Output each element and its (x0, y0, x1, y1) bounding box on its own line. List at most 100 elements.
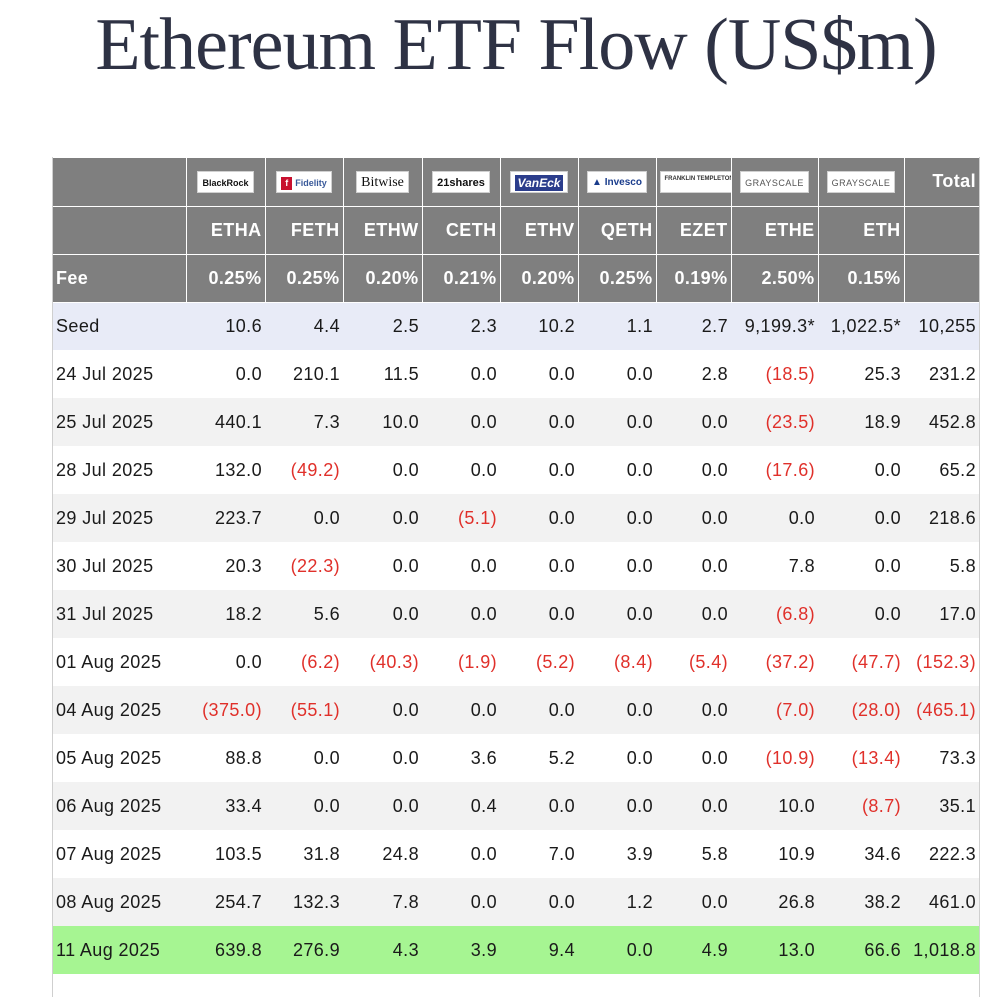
flow-cell: 0.0 (343, 734, 422, 782)
flow-cell: 0.0 (731, 494, 818, 542)
total-cell: 461.0 (904, 878, 979, 926)
row-date: 28 Jul 2025 (53, 446, 186, 494)
flow-cell: 0.0 (500, 542, 578, 590)
flow-cell: (10.9) (731, 734, 818, 782)
table-row: 28 Jul 2025 132.0 (49.2) 0.0 0.0 0.0 0.0 0.0 (17… (53, 446, 979, 494)
total-cell: 17.0 (904, 590, 979, 638)
table-row: 31 Jul 2025 18.2 5.6 0.0 0.0 0.0 0.0 0.0 (6.8) 0.… (53, 590, 979, 638)
bitwise-logo: Bitwise (356, 170, 409, 193)
flow-cell: 276.9 (265, 926, 343, 974)
row-date: 05 Aug 2025 (53, 734, 186, 782)
flow-cell: (5.4) (656, 638, 731, 686)
flow-cell: 13.0 (731, 926, 818, 974)
fee-value: 0.15% (818, 254, 905, 303)
row-date: 04 Aug 2025 (53, 686, 186, 734)
flow-cell: 10.9 (731, 830, 818, 878)
flow-cell: 33.4 (186, 782, 265, 830)
fee-value: 0.20% (343, 254, 423, 303)
flow-cell: (37.2) (731, 638, 818, 686)
flow-cell: 0.0 (500, 590, 578, 638)
flow-cell: 0.0 (500, 494, 578, 542)
flow-cell: 34.6 (818, 830, 904, 878)
flow-cell: 0.0 (422, 350, 500, 398)
flow-cell: 26.8 (731, 878, 818, 926)
flow-cell: 440.1 (186, 398, 265, 446)
flow-cell: 0.0 (578, 926, 656, 974)
flow-cell: 0.0 (578, 494, 656, 542)
blackrock-logo: BlackRock (197, 170, 254, 193)
flow-cell: 0.0 (343, 494, 422, 542)
flow-cell: 0.0 (818, 542, 904, 590)
flow-cell: 10.2 (500, 302, 578, 350)
flow-cell: 0.0 (422, 830, 500, 878)
table-row: 30 Jul 2025 20.3 (22.3) 0.0 0.0 0.0 0.0 0.0 7.8 0… (53, 542, 979, 590)
total-cell: 222.3 (904, 830, 979, 878)
franklin-templeton-logo: FRANKLIN TEMPLETON (659, 170, 730, 193)
grayscale-logo: GRAYSCALE (826, 170, 896, 193)
flow-cell: 0.0 (578, 542, 656, 590)
flow-cell: 10.0 (343, 398, 422, 446)
table-row: 11 Aug 2025 639.8 276.9 4.3 3.9 9.4 0.0 4.9 13.0… (53, 926, 979, 974)
flow-cell: 639.8 (186, 926, 265, 974)
flow-cell: 0.0 (422, 446, 500, 494)
flow-cell: 0.0 (500, 350, 578, 398)
flow-cell: 7.0 (500, 830, 578, 878)
flow-cell: 0.0 (422, 398, 500, 446)
flow-cell: 0.0 (656, 494, 731, 542)
table-row: 08 Aug 2025 254.7 132.3 7.8 0.0 0.0 1.2 0.0 26.8… (53, 878, 979, 926)
flow-cell: 10.0 (731, 782, 818, 830)
flow-cell: 0.0 (186, 350, 265, 398)
total-cell: 231.2 (904, 350, 979, 398)
table-row: 29 Jul 2025 223.7 0.0 0.0 (5.1) 0.0 0.0 0.0 0.0 0… (53, 494, 979, 542)
invesco-logo: ▲ Invesco (587, 170, 647, 193)
ticker-header: ETH (818, 206, 905, 255)
flow-cell: (375.0) (186, 686, 265, 734)
ticker-header: EZET (656, 206, 732, 255)
etf-flow-table: BlackRock f Fidelity Bitwise 21shares Van… (53, 158, 979, 974)
flow-cell: 132.0 (186, 446, 265, 494)
page-title: Ethereum ETF Flow (US$m) (95, 4, 937, 86)
total-cell: 452.8 (904, 398, 979, 446)
total-cell: (465.1) (904, 686, 979, 734)
flow-cell: 0.0 (343, 590, 422, 638)
flow-cell: 3.9 (578, 830, 656, 878)
ticker-header: ETHV (500, 206, 579, 255)
flow-cell: 0.0 (343, 782, 422, 830)
header-blank (53, 206, 187, 255)
flow-cell: 7.8 (731, 542, 818, 590)
fee-value: 0.25% (186, 254, 266, 303)
flow-cell: (6.2) (265, 638, 343, 686)
ticker-header: FETH (265, 206, 344, 255)
row-date: 24 Jul 2025 (53, 350, 186, 398)
flow-cell: 0.0 (656, 686, 731, 734)
ticker-header: CETH (422, 206, 501, 255)
total-cell: 10,255 (904, 302, 979, 350)
row-date: 11 Aug 2025 (53, 926, 186, 974)
flow-cell: 0.0 (422, 542, 500, 590)
issuer-logo-cell: VanEck (500, 158, 579, 207)
flow-cell: 2.3 (422, 302, 500, 350)
total-cell: 35.1 (904, 782, 979, 830)
flow-cell: 0.0 (818, 494, 904, 542)
row-date: 29 Jul 2025 (53, 494, 186, 542)
flow-cell: 3.6 (422, 734, 500, 782)
flow-cell: 5.2 (500, 734, 578, 782)
table-row: 06 Aug 2025 33.4 0.0 0.0 0.4 0.0 0.0 0.0 10.0 (8.… (53, 782, 979, 830)
flow-cell: 2.7 (656, 302, 731, 350)
flow-cell: 38.2 (818, 878, 904, 926)
flow-cell: 0.0 (578, 398, 656, 446)
ticker-header: ETHW (343, 206, 423, 255)
fidelity-logo: f Fidelity (276, 170, 332, 193)
flow-cell: 5.8 (656, 830, 731, 878)
flow-cell: (5.2) (500, 638, 578, 686)
ticker-header: ETHE (731, 206, 819, 255)
row-date: 01 Aug 2025 (53, 638, 186, 686)
fee-label: Fee (53, 254, 187, 303)
fee-row: Fee 0.25% 0.25% 0.20% 0.21% 0.20% 0.25% 0.19% 2… (53, 254, 979, 303)
flow-cell: 0.0 (186, 638, 265, 686)
flow-cell: (18.5) (731, 350, 818, 398)
header-blank (904, 254, 979, 303)
flow-cell: 24.8 (343, 830, 422, 878)
issuer-logo-cell: 21shares (422, 158, 501, 207)
flow-cell: 0.0 (578, 734, 656, 782)
